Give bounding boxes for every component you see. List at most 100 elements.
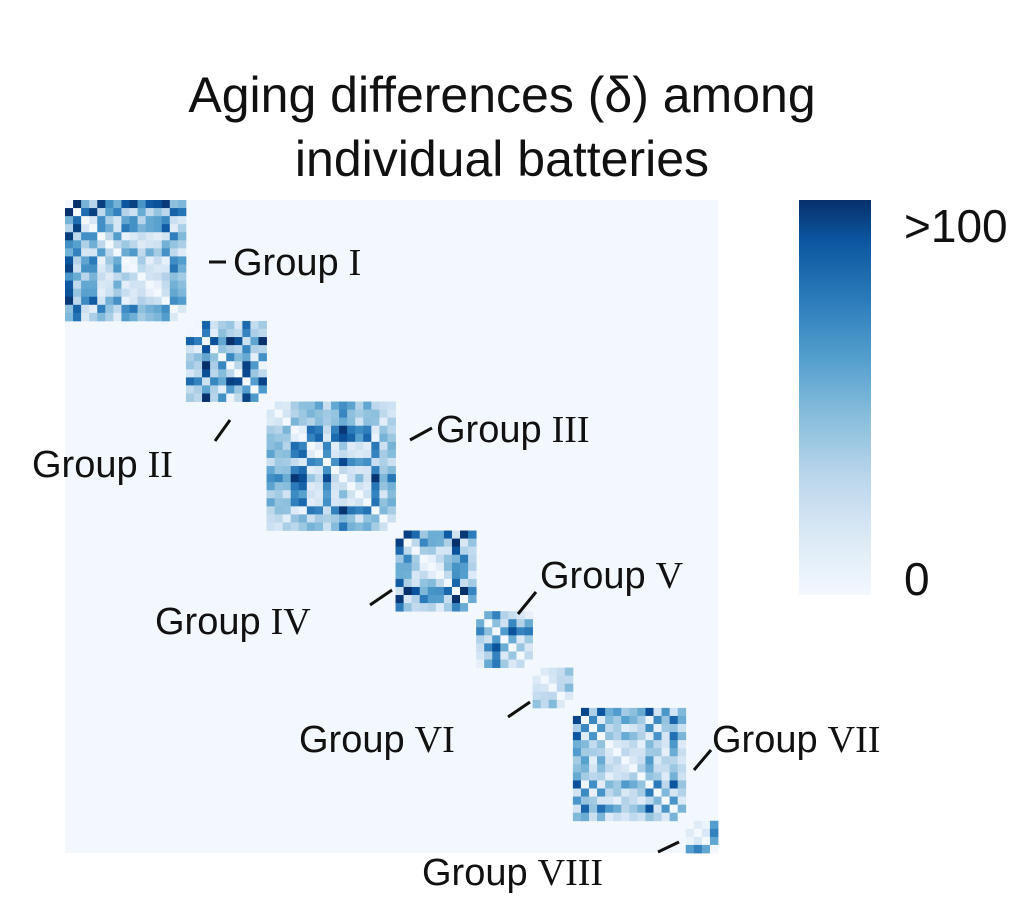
heatmap-cell [629,756,638,765]
heatmap-cell [580,788,590,797]
heatmap-cell [347,498,356,507]
heatmap-cell [306,409,316,419]
heatmap-cell [500,611,509,620]
heatmap-cell [621,780,630,789]
heatmap-cell [73,272,82,282]
heatmap-cell [161,312,171,322]
heatmap-cell [637,740,646,749]
heatmap-cell [508,643,517,652]
heatmap-cell [121,216,130,225]
heatmap-cell [73,248,82,257]
heatmap-cell [73,288,82,298]
heatmap-cell [355,482,364,491]
heatmap-cell [339,506,348,515]
heatmap-cell [339,449,348,459]
heatmap-cell [645,804,654,814]
heatmap-cell [645,724,654,733]
heatmap-cell [298,441,308,451]
heatmap-cell [145,264,155,273]
heatmap-cell [468,586,477,596]
heatmap-cell [589,724,598,733]
heatmap-cell [193,369,203,378]
heatmap-cell [589,715,598,725]
heatmap-cell [371,506,380,515]
heatmap-cell [306,441,316,451]
heatmap-cell [629,707,638,717]
heatmap-cell [331,482,340,491]
heatmap-cell [580,740,590,749]
heatmap-cell [532,675,542,685]
heatmap-cell [677,740,687,749]
heatmap-cell [516,611,525,620]
heatmap-cell [379,466,388,475]
heatmap-cell [331,425,340,435]
heatmap-cell [250,385,259,394]
heatmap-cell [250,345,259,354]
heatmap-cell [282,474,292,483]
group-vi-label: Group VI [299,719,455,761]
heatmap-cell [177,200,187,209]
heatmap-cell [427,546,437,556]
heatmap-cell [492,635,501,644]
heatmap-cell [306,514,316,523]
heatmap-cell [266,506,275,515]
heatmap-cell [81,224,90,233]
heatmap-cell [65,248,74,257]
heatmap-cell [81,272,90,282]
heatmap-cell [548,691,558,701]
heatmap-cell [65,272,74,282]
heatmap-cell [355,425,364,435]
heatmap-cell [508,651,517,660]
heatmap-cell [387,506,396,515]
heatmap-cell [145,232,155,241]
heatmap-cell [645,764,654,773]
heatmap-cell [347,401,356,410]
heatmap-cell [379,522,388,531]
heatmap-cell [65,208,74,217]
heatmap-cell [621,724,630,733]
heatmap-cell [161,296,171,306]
heatmap-cell [347,474,356,483]
heatmap-cell [266,401,275,410]
heatmap-cell [314,401,324,410]
heatmap-cell [355,449,364,459]
heatmap-cell [242,377,251,386]
heatmap-cell [580,732,590,741]
heatmap-cell [274,522,284,531]
heatmap-cell [322,409,332,419]
heatmap-cell [476,651,485,660]
heatmap-cell [218,345,227,354]
heatmap-cell [65,296,74,306]
heatmap-cell [177,216,187,225]
heatmap-cell [371,466,380,475]
heatmap-cell [395,554,404,564]
heatmap-cell [572,715,582,725]
heatmap-cell [500,635,509,644]
heatmap-cell [677,812,687,822]
heatmap-cell [371,490,380,499]
heatmap-cell [306,401,316,410]
heatmap-cell [282,409,292,419]
heatmap-cell [306,498,316,507]
heatmap-cell [306,474,316,483]
heatmap-cell [468,570,477,580]
heatmap-cell [97,264,106,273]
heatmap-cell [322,401,332,410]
heatmap-cell [460,562,469,572]
heatmap-cell [427,586,437,596]
heatmap-cell [81,256,90,265]
heatmap-cell [661,707,671,717]
heatmap-cell [347,457,356,467]
heatmap-cell [653,780,662,789]
heatmap-cell [210,361,219,370]
heatmap-cell [451,603,461,612]
heatmap-cell [274,514,284,523]
heatmap-cell [97,216,106,225]
heatmap-cell [306,522,316,531]
heatmap-cell [379,498,388,507]
heatmap-cell [339,457,348,467]
heatmap-cell [298,498,308,507]
heatmap-cell [89,248,98,257]
heatmap-cell [65,256,74,265]
heatmap-cell [589,707,598,717]
